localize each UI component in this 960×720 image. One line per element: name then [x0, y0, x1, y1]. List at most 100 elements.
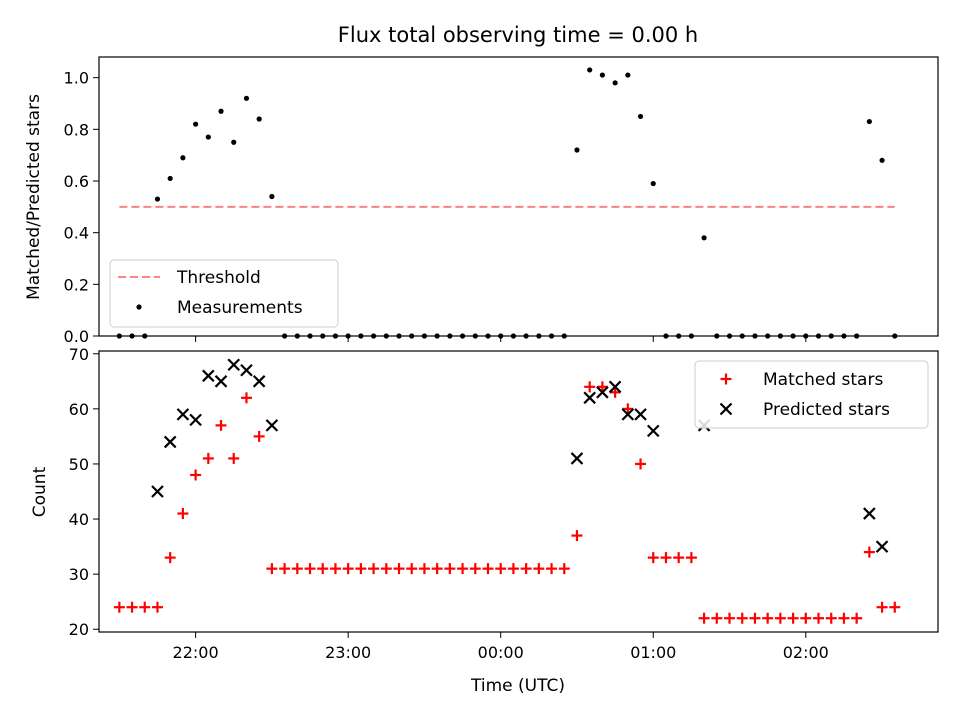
predicted-star-point [570, 452, 584, 465]
predicted-star-point [214, 375, 228, 388]
matched-star-point [813, 612, 825, 624]
matched-star-point [406, 563, 418, 575]
matched-star-point [355, 563, 367, 575]
matched-star-point [380, 563, 392, 575]
matched-star-point [253, 430, 265, 442]
measurement-point [650, 180, 656, 187]
count-marks [113, 358, 901, 624]
matched-star-point [113, 601, 125, 613]
matched-star-point [736, 612, 748, 624]
ratio-legend-box [109, 259, 339, 328]
predicted-star-point [265, 419, 279, 432]
count-y-tick-label: 40 [69, 510, 89, 529]
matched-star-point [418, 563, 430, 575]
x-tick-label: 23:00 [325, 643, 371, 662]
matched-star-point [787, 612, 799, 624]
matched-legend-swatch [720, 373, 732, 385]
measurement-point [866, 118, 872, 125]
ratio-axes: 0.0 0.2 0.4 0.6 0.8 1.0 [64, 69, 807, 346]
matched-star-point [596, 381, 608, 393]
matched-star-point [202, 452, 214, 464]
x-tick-label: 00:00 [478, 643, 524, 662]
matched-star-point [444, 563, 456, 575]
matched-star-point [329, 563, 341, 575]
ratio-plot-frame [98, 56, 939, 337]
measurement-point [637, 113, 644, 120]
predicted-star-point [634, 408, 647, 421]
matched-star-point [151, 601, 163, 613]
matched-star-point [177, 508, 189, 520]
count-plot: 20 30 40 50 60 70 22:00 23:00 00:00 01:00 02:00 Co… [30, 345, 939, 696]
matched-star-point [291, 563, 303, 575]
count-legend-box [694, 360, 929, 429]
matched-legend-label: Matched stars [763, 370, 883, 390]
predicted-star-point [227, 358, 241, 372]
matched-star-point [558, 563, 570, 575]
measurement-point [599, 72, 606, 78]
ratio-y-tick-label: 1.0 [64, 69, 89, 88]
measurement-point [154, 196, 161, 202]
matched-star-point [800, 612, 812, 624]
predicted-star-point [621, 408, 635, 421]
measurement-point [587, 67, 593, 73]
matched-star-point [304, 563, 316, 575]
count-axes: 20 30 40 50 60 70 22:00 23:00 00:00 01:00 02:00 [69, 345, 829, 662]
matched-star-point [126, 601, 138, 613]
matched-star-point [851, 612, 863, 624]
measurement-point [193, 121, 199, 127]
measurements-legend-swatch [136, 304, 142, 310]
x-axis-label: Time (UTC) [470, 676, 565, 696]
matched-star-point [711, 612, 723, 624]
measurement-point [218, 108, 224, 114]
ratio-y-axis-label: Matched/Predicted stars [24, 94, 44, 300]
measurement-point [167, 175, 173, 182]
matched-star-point [279, 563, 291, 575]
matched-star-point [749, 612, 761, 624]
matched-star-point [724, 612, 736, 624]
matched-star-point [838, 612, 850, 624]
matched-star-point [546, 563, 558, 575]
predicted-star-point [189, 413, 202, 427]
measurements-legend-label: Measurements [177, 298, 303, 318]
predicted-legend-swatch [719, 402, 733, 416]
ratio-y-tick-label: 0.2 [64, 275, 89, 294]
matched-star-point [215, 419, 227, 431]
matched-star-point [164, 552, 176, 564]
matched-star-point [698, 612, 710, 624]
predicted-star-point [163, 435, 177, 449]
matched-star-point [393, 563, 405, 575]
predicted-star-point [202, 369, 215, 383]
count-legend: Matched stars Predicted stars [694, 360, 929, 429]
predicted-star-point [240, 364, 253, 377]
measurement-point [256, 116, 262, 122]
matched-star-point [673, 552, 685, 564]
matched-star-point [660, 552, 672, 564]
count-y-tick-label: 30 [69, 565, 89, 584]
ratio-legend: Threshold Measurements [109, 259, 339, 328]
measurement-point [269, 193, 275, 200]
measurement-point [231, 139, 237, 145]
matched-star-point [609, 386, 621, 398]
matched-star-point [482, 563, 494, 575]
matched-star-point [762, 612, 774, 624]
matched-star-point [876, 601, 888, 613]
matched-star-point [571, 530, 583, 542]
matched-star-point [469, 563, 481, 575]
matched-star-point [622, 403, 634, 415]
matched-star-point [635, 458, 647, 470]
matched-star-point [317, 563, 329, 575]
matched-star-point [342, 563, 354, 575]
predicted-star-point [646, 424, 660, 438]
matched-star-point [774, 612, 786, 624]
x-tick-label: 02:00 [783, 643, 829, 662]
measurement-point [574, 147, 580, 153]
predicted-star-point [875, 540, 889, 553]
predicted-star-point [252, 375, 266, 388]
matched-star-point [228, 452, 240, 464]
matched-star-point [240, 392, 252, 404]
ratio-y-tick-label: 0.8 [64, 120, 89, 139]
measurement-point [243, 95, 250, 101]
matched-star-point [533, 563, 545, 575]
matched-star-point [889, 601, 901, 613]
